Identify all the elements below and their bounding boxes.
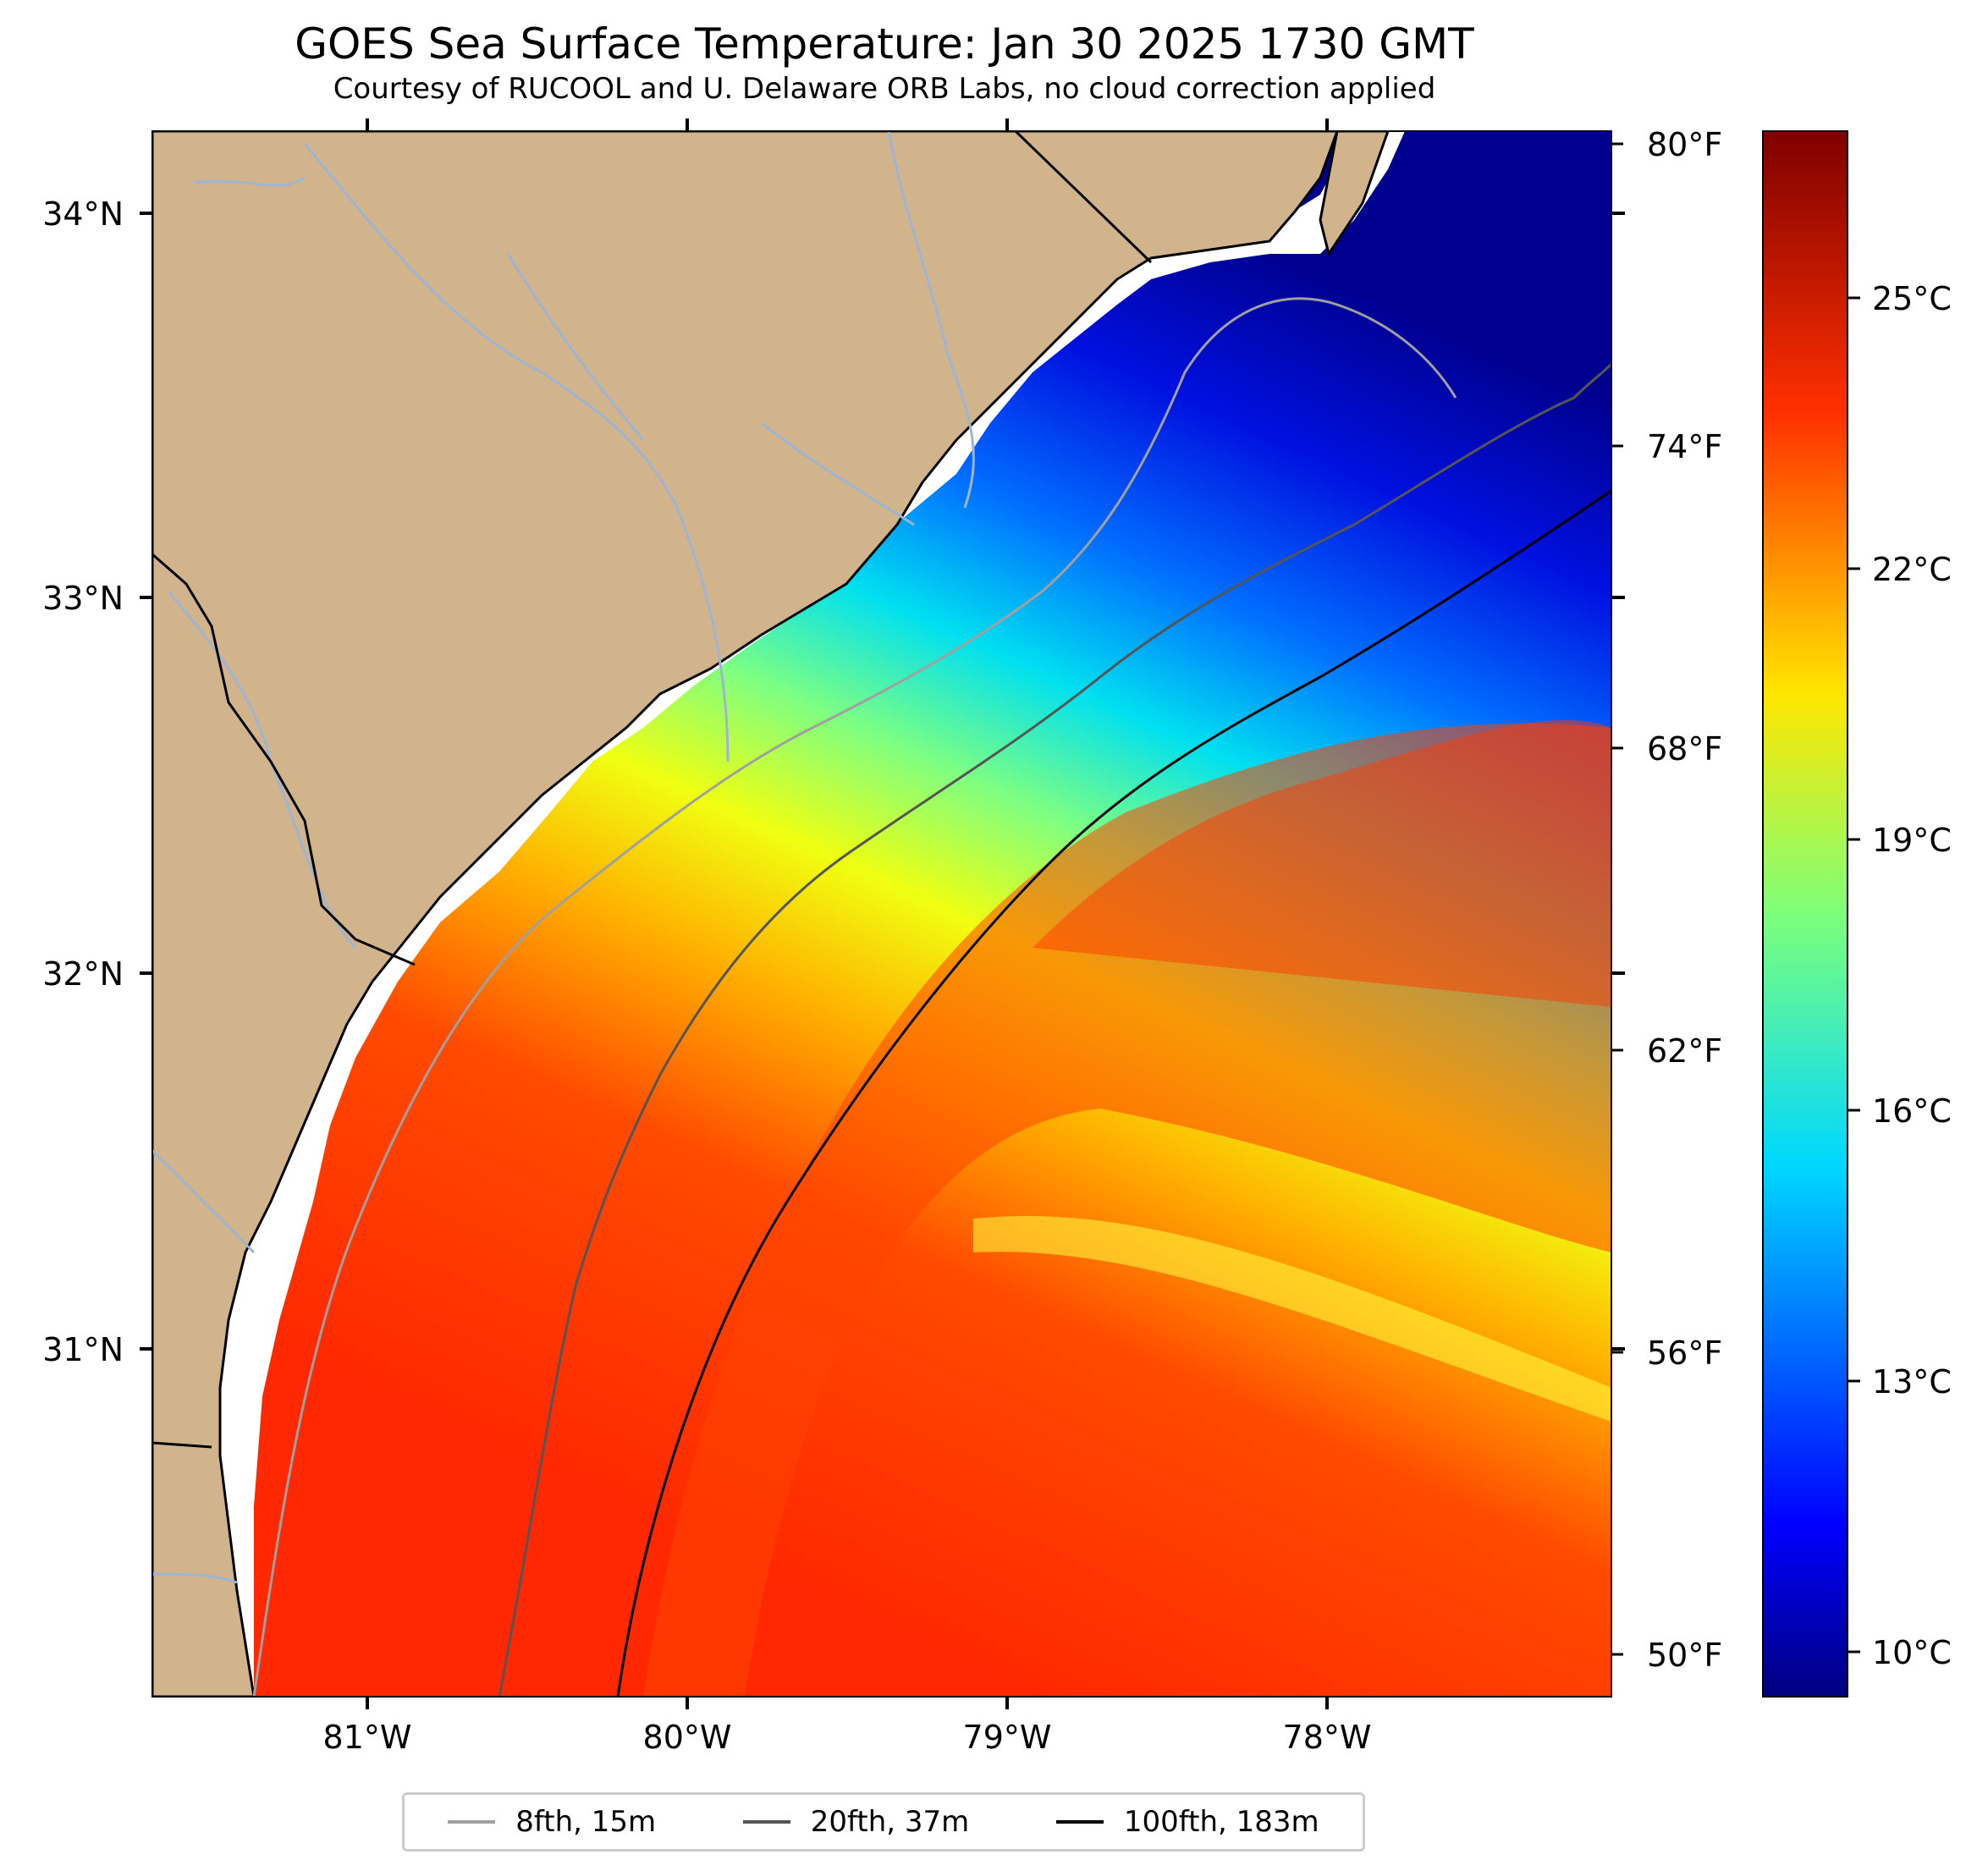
fahrenheit-label: 50°F bbox=[1647, 1637, 1722, 1674]
legend-label: 8fth, 15m bbox=[515, 1805, 657, 1839]
lon-label: 79°W bbox=[963, 1719, 1052, 1756]
celsius-label: 22°C bbox=[1872, 551, 1952, 588]
fahrenheit-label: 68°F bbox=[1647, 730, 1722, 768]
legend-item: 8fth, 15m bbox=[448, 1805, 656, 1839]
celsius-label: 10°C bbox=[1872, 1634, 1952, 1671]
fahrenheit-label: 62°F bbox=[1647, 1032, 1722, 1070]
celsius-label: 25°C bbox=[1872, 280, 1952, 317]
latitude-ticks bbox=[140, 212, 1625, 1351]
fahrenheit-label: 56°F bbox=[1647, 1334, 1722, 1372]
map-subtitle: Courtesy of RUCOOL and U. Delaware ORB L… bbox=[333, 72, 1436, 106]
celsius-label: 16°C bbox=[1872, 1092, 1952, 1130]
lon-label: 78°W bbox=[1283, 1719, 1372, 1756]
isobath-8fth bbox=[252, 297, 1457, 1697]
legend-item: 100fth, 183m bbox=[1055, 1805, 1319, 1839]
legend-label: 20fth, 37m bbox=[810, 1805, 970, 1839]
fahrenheit-scale: 80°F 74°F 68°F 62°F 56°F 50°F bbox=[1611, 126, 1722, 1674]
lat-label: 31°N bbox=[42, 1331, 124, 1368]
legend-item: 20fth, 37m bbox=[742, 1805, 970, 1839]
lat-label: 34°N bbox=[42, 195, 124, 233]
colorbar bbox=[1762, 130, 1848, 1698]
fahrenheit-label: 80°F bbox=[1647, 126, 1722, 163]
map-frame bbox=[151, 130, 1612, 1698]
land-northeast bbox=[1319, 131, 1390, 257]
cool-filament bbox=[973, 1215, 1611, 1422]
map-title: GOES Sea Surface Temperature: Jan 30 202… bbox=[295, 19, 1474, 69]
legend-line-20fth bbox=[742, 1820, 790, 1824]
fahrenheit-label: 74°F bbox=[1647, 428, 1722, 465]
celsius-label: 13°C bbox=[1872, 1363, 1952, 1400]
rivers bbox=[152, 131, 975, 1584]
map-panel bbox=[152, 131, 1611, 1697]
legend-line-100fth bbox=[1055, 1820, 1104, 1824]
celsius-label: 19°C bbox=[1872, 822, 1952, 859]
lat-label: 32°N bbox=[42, 955, 124, 993]
isobath-20fth bbox=[498, 362, 1611, 1697]
warm-eddy bbox=[1033, 719, 1611, 1007]
legend-line-8fth bbox=[448, 1820, 496, 1824]
lon-label: 81°W bbox=[323, 1719, 412, 1756]
state-borders bbox=[152, 131, 1153, 1449]
legend-label: 100fth, 183m bbox=[1123, 1805, 1319, 1839]
celsius-scale: 25°C 22°C 19°C 16°C 13°C 10°C bbox=[1848, 280, 1952, 1671]
lat-label: 33°N bbox=[42, 580, 124, 617]
isobath-100fth bbox=[616, 489, 1611, 1697]
isobath-legend: 8fth, 15m 20fth, 37m 100fth, 183m bbox=[402, 1792, 1365, 1852]
land-mass bbox=[152, 131, 1339, 1697]
lon-label: 80°W bbox=[643, 1719, 732, 1756]
longitude-ticks bbox=[366, 118, 1329, 1709]
